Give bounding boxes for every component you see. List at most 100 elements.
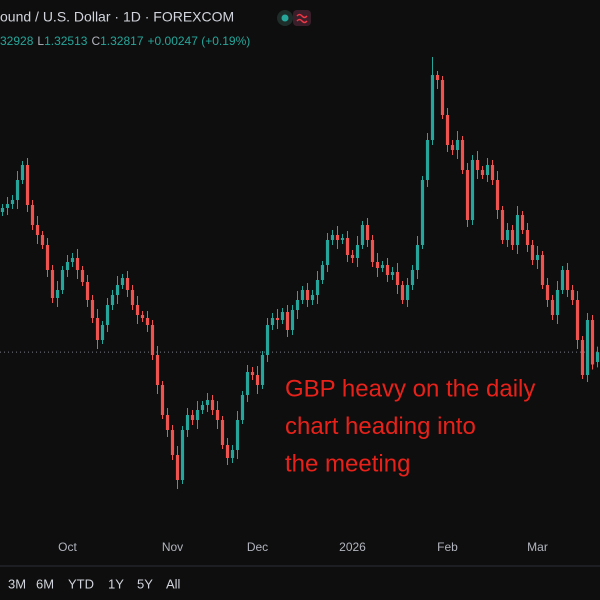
candle-body	[555, 290, 560, 315]
candle-body	[10, 200, 15, 204]
candle-body	[365, 225, 370, 240]
candle-body	[255, 375, 260, 385]
candle-body	[540, 255, 545, 285]
range-button[interactable]: 5Y	[137, 576, 153, 591]
x-tick-label: Dec	[247, 540, 268, 554]
candle-body	[430, 75, 435, 140]
candle-body	[155, 355, 160, 385]
x-tick-label: Mar	[527, 540, 548, 554]
candle-body	[75, 258, 80, 270]
range-button[interactable]: 3M	[8, 576, 26, 591]
candle-body	[120, 278, 125, 285]
candle-body	[330, 235, 335, 240]
candle-body	[175, 455, 180, 480]
range-button[interactable]: 6M	[36, 576, 54, 591]
candle-body	[595, 352, 600, 362]
plot-area	[0, 57, 600, 489]
candle-body	[85, 282, 90, 300]
candle-body	[65, 262, 70, 270]
candle-body	[30, 205, 35, 225]
candle-body	[400, 285, 405, 300]
x-tick-label: Nov	[162, 540, 183, 554]
candle-body	[405, 285, 410, 300]
candle-body	[420, 180, 425, 245]
candle-body	[215, 410, 220, 420]
candle-body	[485, 165, 490, 175]
range-button[interactable]: YTD	[68, 576, 94, 591]
candle-body	[135, 305, 140, 315]
candle-body	[0, 208, 5, 212]
candle-body	[465, 170, 470, 220]
candle-body	[590, 320, 595, 365]
candle-body	[225, 445, 230, 458]
candle-body	[525, 230, 530, 245]
candle-body	[205, 400, 210, 405]
candle-body	[475, 160, 480, 170]
candle-body	[385, 265, 390, 275]
range-button[interactable]: All	[166, 576, 181, 591]
candle-body	[280, 312, 285, 320]
candle-body	[435, 75, 440, 80]
candle-body	[575, 300, 580, 340]
candle-body	[55, 290, 60, 298]
annotation: GBP heavy on the daily	[285, 375, 535, 402]
candle-body	[495, 180, 500, 210]
candle-body	[490, 165, 495, 180]
candle-body	[345, 238, 350, 255]
range-button[interactable]: 1Y	[108, 576, 124, 591]
candle-body	[580, 340, 585, 375]
annotation: the meeting	[285, 450, 410, 477]
candle-body	[285, 312, 290, 330]
candle-body	[180, 430, 185, 480]
candle-body	[370, 240, 375, 262]
candle-body	[315, 280, 320, 295]
candle-body	[5, 204, 10, 208]
candle-body	[565, 270, 570, 290]
candle-body	[265, 325, 270, 355]
low-value: 1.32513	[44, 34, 88, 48]
candle-body	[325, 240, 330, 265]
candle-body	[360, 225, 365, 245]
candle-body	[200, 405, 205, 410]
candle-body	[15, 180, 20, 200]
ohlc-line: 32928 L1.32513 C1.32817 +0.00247 (+0.19%)	[0, 34, 250, 48]
candle-body	[185, 415, 190, 430]
candle-body	[425, 140, 430, 180]
candle-body	[110, 295, 115, 305]
candle-body	[395, 272, 400, 285]
candle-body	[45, 245, 50, 270]
candle-body	[310, 295, 315, 300]
candle-body	[250, 372, 255, 375]
candle-body	[270, 318, 275, 325]
candle-body	[260, 355, 265, 385]
candle-body	[240, 395, 245, 420]
candle-body	[115, 285, 120, 295]
candle-body	[355, 245, 360, 258]
candle-body	[560, 270, 565, 290]
close-label: C	[91, 34, 100, 48]
candle-body	[100, 325, 105, 340]
candle-body	[305, 290, 310, 300]
candle-body	[90, 300, 95, 318]
candle-body	[480, 170, 485, 175]
candle-body	[210, 400, 215, 410]
candle-body	[150, 325, 155, 355]
candle-body	[390, 272, 395, 275]
candle-body	[170, 430, 175, 455]
candle-body	[160, 385, 165, 415]
candle-body	[105, 305, 110, 325]
candle-body	[230, 450, 235, 458]
candle-body	[445, 115, 450, 145]
candle-body	[350, 255, 355, 258]
market-icon	[293, 10, 311, 26]
status-dot	[281, 14, 289, 22]
candle-body	[140, 315, 145, 318]
candle-body	[80, 270, 85, 282]
candle-body	[95, 318, 100, 340]
candle-body	[455, 140, 460, 150]
candle-body	[195, 410, 200, 420]
candle-body	[500, 210, 505, 240]
candle-body	[290, 310, 295, 330]
